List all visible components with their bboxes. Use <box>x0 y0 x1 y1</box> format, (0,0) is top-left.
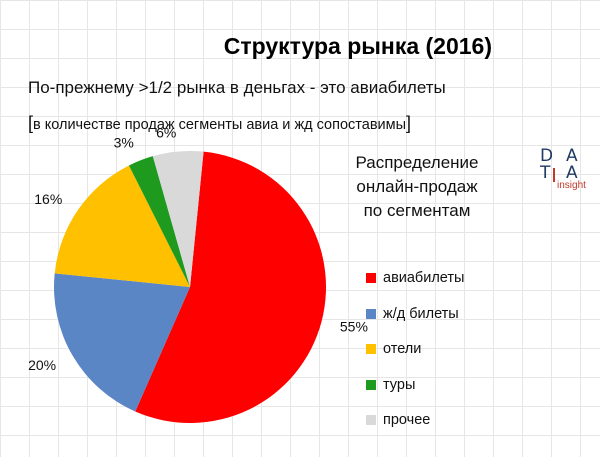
logo-letter: T <box>540 163 551 183</box>
legend-swatch <box>366 379 376 390</box>
legend-label: авиабилеты <box>383 270 465 286</box>
legend-swatch <box>366 344 376 354</box>
slice-label: 16% <box>34 191 62 207</box>
data-insight-logo: D A T A insight <box>537 146 597 202</box>
pie-slice <box>128 156 190 287</box>
slice-label: 20% <box>28 357 56 373</box>
legend-label: отели <box>383 341 422 357</box>
legend-label: туры <box>383 376 416 393</box>
legend-title-line: Распределение <box>355 153 479 172</box>
logo-letter: D <box>540 146 554 166</box>
slice-label: 6% <box>156 125 176 141</box>
pie-slice <box>54 165 191 287</box>
pie-slice <box>135 151 327 424</box>
logo-accent <box>553 168 555 182</box>
legend-item: ж/д билеты <box>366 306 464 342</box>
left-bracket: [ <box>28 113 34 133</box>
logo-letter: A <box>566 163 578 183</box>
legend-item: авиабилеты <box>366 270 464 306</box>
legend-item: прочее <box>366 412 464 448</box>
legend-item: отели <box>366 341 464 377</box>
note-text: в количестве продаж сегменты авиа и жд с… <box>33 117 407 133</box>
legend-title: Распределение онлайн-продаж по сегментам <box>342 151 492 223</box>
logo-subtitle: insight <box>557 180 586 191</box>
legend-label: прочее <box>383 412 431 428</box>
legend: авиабилеты ж/д билеты отели туры прочее <box>366 270 464 448</box>
pie-slice <box>54 273 190 412</box>
slice-label: 55% <box>340 318 368 334</box>
subtitle: По-прежнему >1/2 рынка в деньгах - это а… <box>28 78 446 97</box>
legend-label: ж/д билеты <box>383 305 459 322</box>
logo-letter: A <box>566 146 578 166</box>
legend-swatch <box>366 308 376 319</box>
legend-item: туры <box>366 377 464 413</box>
right-bracket: ] <box>406 113 412 133</box>
legend-title-line: по сегментам <box>363 201 471 220</box>
legend-title-line: онлайн-продаж <box>356 177 478 196</box>
page-title: Структура рынка (2016) <box>223 33 492 59</box>
note: [в количестве продаж сегменты авиа и жд … <box>28 113 411 134</box>
legend-swatch <box>366 273 376 283</box>
legend-swatch <box>366 415 376 425</box>
slice-label: 3% <box>114 135 134 151</box>
pie-slice <box>152 150 204 287</box>
